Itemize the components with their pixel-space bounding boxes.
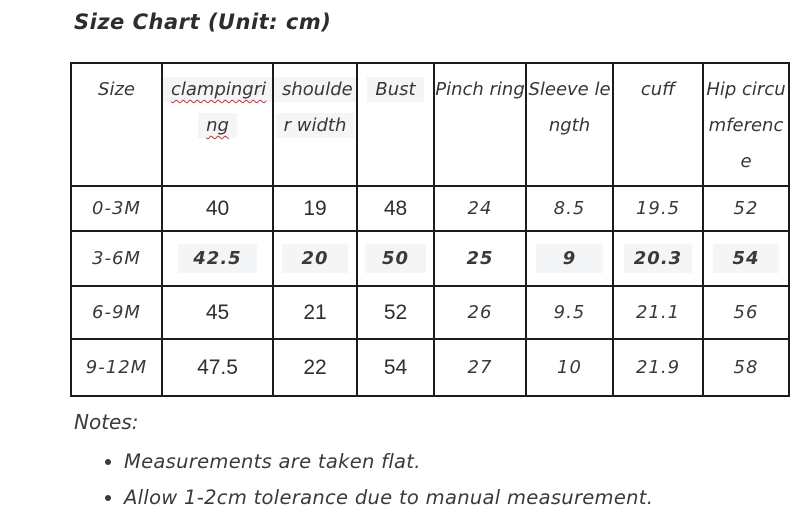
- cell-shoulder-width: 22: [272, 338, 358, 397]
- cell-cuff: 21.9: [612, 338, 704, 397]
- col-header-clampingring: clampingring: [161, 62, 274, 187]
- cell-sleeve-length: 8.5: [525, 185, 614, 232]
- col-header-hip-circumference: Hip circumference: [702, 62, 790, 187]
- cell-clampingring: 42.5: [161, 230, 274, 287]
- cell-cuff: 19.5: [612, 185, 704, 232]
- note-text: Allow 1-2cm tolerance due to manual meas…: [124, 486, 654, 509]
- size-label-cell: 9-12M: [70, 338, 163, 397]
- cell-pinch-ring: 25: [433, 230, 527, 287]
- cell-pinch-ring: 27: [433, 338, 527, 397]
- cell-clampingring: 40: [161, 185, 274, 232]
- cell-clampingring: 47.5: [161, 338, 274, 397]
- col-header-cuff: cuff: [612, 62, 704, 187]
- note-item: Allow 1-2cm tolerance due to manual meas…: [124, 486, 653, 509]
- header-label: clampingring: [164, 77, 271, 138]
- cell-shoulder-width: 21: [272, 285, 358, 340]
- header-label: cuff: [640, 79, 676, 100]
- size-label-cell: 3-6M: [70, 230, 163, 287]
- note-item: Measurements are taken flat.: [124, 450, 653, 473]
- col-header-pinch-ring: Pinch ring: [433, 62, 527, 187]
- cell-value: 20.3: [623, 244, 693, 273]
- table-header-row: Size clampingring shoulder width Bust Pi…: [70, 62, 790, 187]
- cell-bust: 50: [356, 230, 435, 287]
- header-label: Pinch ring: [435, 79, 525, 100]
- cell-hip-circumference: 56: [702, 285, 790, 340]
- cell-hip-circumference: 54: [702, 230, 790, 287]
- cell-value: 54: [712, 244, 780, 273]
- cell-shoulder-width: 20: [272, 230, 358, 287]
- notes-list: Measurements are taken flat. Allow 1-2cm…: [74, 450, 653, 509]
- cell-clampingring: 45: [161, 285, 274, 340]
- header-label: Size: [98, 79, 135, 100]
- table-row-0-3m: 0-3M 40 19 48 24 8.5 19.5 52: [70, 185, 790, 232]
- page-title: Size Chart (Unit: cm): [74, 10, 332, 34]
- note-text: Measurements are taken flat.: [124, 450, 421, 473]
- cell-pinch-ring: 26: [433, 285, 527, 340]
- size-label-cell: 6-9M: [70, 285, 163, 340]
- cell-hip-circumference: 52: [702, 185, 790, 232]
- cell-pinch-ring: 24: [433, 185, 527, 232]
- cell-value: 42.5: [177, 244, 258, 273]
- header-label: shoulder width: [275, 77, 355, 138]
- notes-heading: Notes:: [74, 410, 139, 434]
- header-label: Hip circumference: [706, 79, 786, 172]
- cell-sleeve-length: 9: [525, 230, 614, 287]
- cell-bust: 54: [356, 338, 435, 397]
- cell-shoulder-width: 19: [272, 185, 358, 232]
- cell-value: 9: [536, 244, 603, 273]
- col-header-bust: Bust: [356, 62, 435, 187]
- cell-bust: 52: [356, 285, 435, 340]
- col-header-shoulder-width: shoulder width: [272, 62, 358, 187]
- notes-section: Notes: Measurements are taken flat. Allo…: [74, 410, 653, 519]
- size-chart-table: Size clampingring shoulder width Bust Pi…: [70, 62, 790, 397]
- col-header-size: Size: [70, 62, 163, 187]
- table-row-3-6m: 3-6M 42.5 20 50 25 9 20.3 54: [70, 230, 790, 287]
- cell-hip-circumference: 58: [702, 338, 790, 397]
- table-row-9-12m: 9-12M 47.5 22 54 27 10 21.9 58: [70, 338, 790, 397]
- col-header-sleeve-length: Sleeve length: [525, 62, 614, 187]
- header-label: Sleeve length: [528, 79, 611, 136]
- cell-sleeve-length: 9.5: [525, 285, 614, 340]
- cell-cuff: 20.3: [612, 230, 704, 287]
- cell-value: 50: [364, 244, 427, 273]
- table-row-6-9m: 6-9M 45 21 52 26 9.5 21.1 56: [70, 285, 790, 340]
- header-label: Bust: [367, 77, 424, 102]
- size-label-cell: 0-3M: [70, 185, 163, 232]
- cell-sleeve-length: 10: [525, 338, 614, 397]
- cell-value: 20: [282, 244, 348, 273]
- cell-cuff: 21.1: [612, 285, 704, 340]
- cell-bust: 48: [356, 185, 435, 232]
